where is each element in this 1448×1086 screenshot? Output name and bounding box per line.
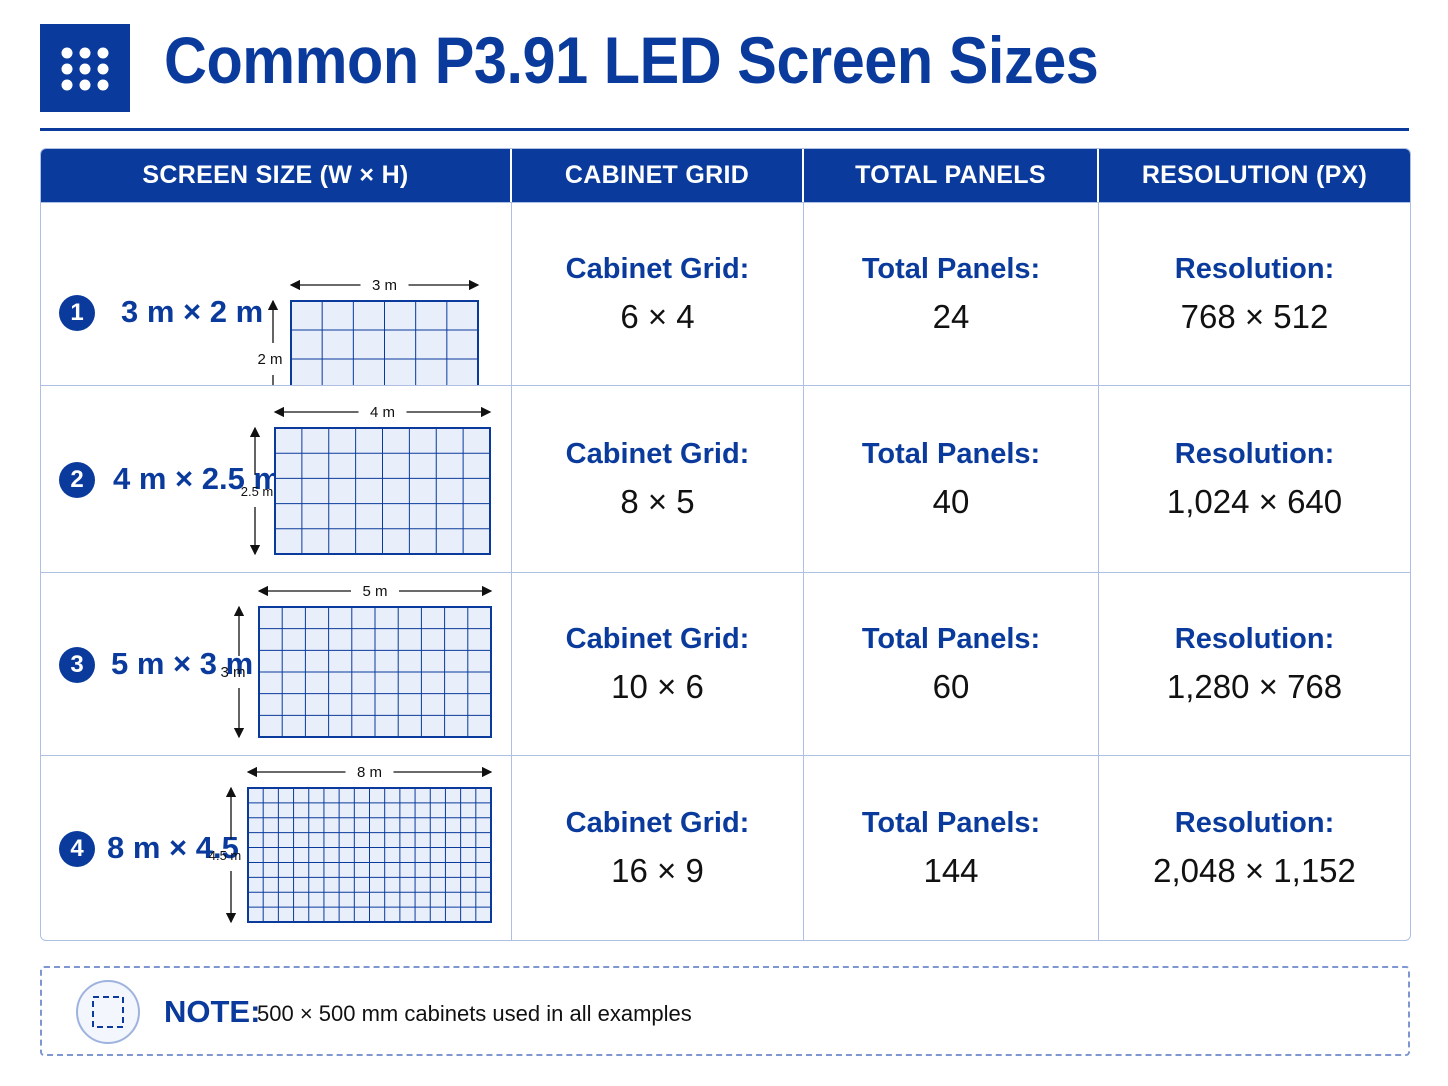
total-panels-label: Total Panels: [861,252,1041,285]
screen-size-label: 3 m × 2 m [121,293,264,329]
screen-size-diagram: 4 m 2.5 m [241,404,492,556]
width-label: 8 m [357,764,382,781]
total-panels-cell: Total Panels: 24 [804,202,1099,385]
note-box: NOTE: 500 × 500 mm cabinets used in all … [40,966,1410,1056]
cabinet-grid-label: Cabinet Grid: [565,806,750,839]
resolution-value: 1,280 × 768 [1166,667,1343,705]
screen-size-label: 5 m × 3 m [111,645,254,681]
note-icon-circle [76,980,140,1044]
height-label: 2 m [257,351,282,368]
resolution-label: Resolution: [1174,252,1335,285]
dashed-square-icon [92,996,124,1028]
cabinet-grid-value: 6 × 4 [620,297,695,335]
logo-grid-icon [40,24,130,112]
width-label: 4 m [370,404,395,421]
resolution-label: Resolution: [1174,806,1335,839]
screen-size-cell: 2 4 m × 2.5 m 4 m 2.5 m [41,385,512,572]
title-divider [40,128,1409,131]
cabinet-grid-cell: Cabinet Grid: 8 × 5 [512,385,804,572]
total-panels-label: Total Panels: [861,806,1041,839]
width-label: 5 m [362,583,387,600]
resolution-cell: Resolution: 2,048 × 1,152 [1099,755,1410,940]
resolution-cell: Resolution: 1,280 × 768 [1099,572,1410,755]
width-label: 3 m [372,277,397,294]
cabinet-grid-value: 10 × 6 [611,667,704,705]
total-panels-cell: Total Panels: 144 [804,755,1099,940]
total-panels-value: 60 [932,667,970,705]
header-resolution: RESOLUTION (PX) [1099,149,1410,202]
cabinet-grid-cell: Cabinet Grid: 16 × 9 [512,755,804,940]
total-panels-label: Total Panels: [861,437,1041,470]
grid-dots-icon [61,47,109,91]
resolution-value: 2,048 × 1,152 [1153,851,1356,889]
total-panels-value: 40 [932,482,970,520]
row-number-badge: 1 [59,294,95,331]
cabinet-grid-value: 8 × 5 [620,482,695,520]
screen-size-diagram: 3 m 2 m [257,277,480,386]
screen-size-diagram: 8 m 4.5 m [209,764,493,924]
resolution-value: 768 × 512 [1180,297,1329,335]
screen-sizes-table: SCREEN SIZE (W × H) CABINET GRID TOTAL P… [40,148,1411,941]
total-panels-cell: Total Panels: 40 [804,385,1099,572]
height-label: 2.5 m [241,484,274,499]
cabinet-grid-cell: Cabinet Grid: 10 × 6 [512,572,804,755]
resolution-label: Resolution: [1174,622,1335,655]
height-label: 4.5 m [209,848,242,863]
header-screen-size: SCREEN SIZE (W × H) [41,149,512,202]
cabinet-grid-cell: Cabinet Grid: 6 × 4 [512,202,804,385]
cabinet-grid-label: Cabinet Grid: [565,252,750,285]
resolution-label: Resolution: [1174,437,1335,470]
page-title: Common P3.91 LED Screen Sizes [164,23,1099,97]
screen-size-label: 4 m × 2.5 m [113,460,282,496]
total-panels-cell: Total Panels: 60 [804,572,1099,755]
cabinet-grid-label: Cabinet Grid: [565,437,750,470]
resolution-cell: Resolution: 1,024 × 640 [1099,385,1410,572]
table-row: 2 4 m × 2.5 m 4 m 2.5 m Cabinet Grid: 8 × 5 To… [41,385,1410,572]
note-text: 500 × 500 mm cabinets used in all exampl… [257,1001,692,1026]
resolution-value: 1,024 × 640 [1166,482,1343,520]
row-number-badge: 4 [59,830,95,867]
header-total-panels: TOTAL PANELS [804,149,1099,202]
note-label: NOTE: [164,994,261,1029]
resolution-cell: Resolution: 768 × 512 [1099,202,1410,385]
table-row: 1 3 m × 2 m 3 m 2 m Cabinet Grid: 6 × 4 Total … [41,202,1410,386]
screen-size-cell: 3 5 m × 3 m 5 m 3 m [41,572,512,755]
cabinet-grid-value: 16 × 9 [611,851,704,889]
total-panels-value: 144 [923,851,979,889]
table-header-row: SCREEN SIZE (W × H) CABINET GRID TOTAL P… [41,149,1410,202]
cabinet-grid-label: Cabinet Grid: [565,622,750,655]
total-panels-label: Total Panels: [861,622,1041,655]
height-label: 3 m [220,664,245,681]
table-row: 3 5 m × 3 m 5 m 3 m Cabinet Grid: 10 × 6 Total… [41,572,1410,755]
screen-size-diagram: 5 m 3 m [220,583,493,739]
row-number-badge: 2 [59,461,95,498]
row-number-badge: 3 [59,646,95,683]
total-panels-value: 24 [932,297,970,335]
screen-size-cell: 1 3 m × 2 m 3 m 2 m [41,202,512,386]
header-cabinet-grid: CABINET GRID [512,149,804,202]
